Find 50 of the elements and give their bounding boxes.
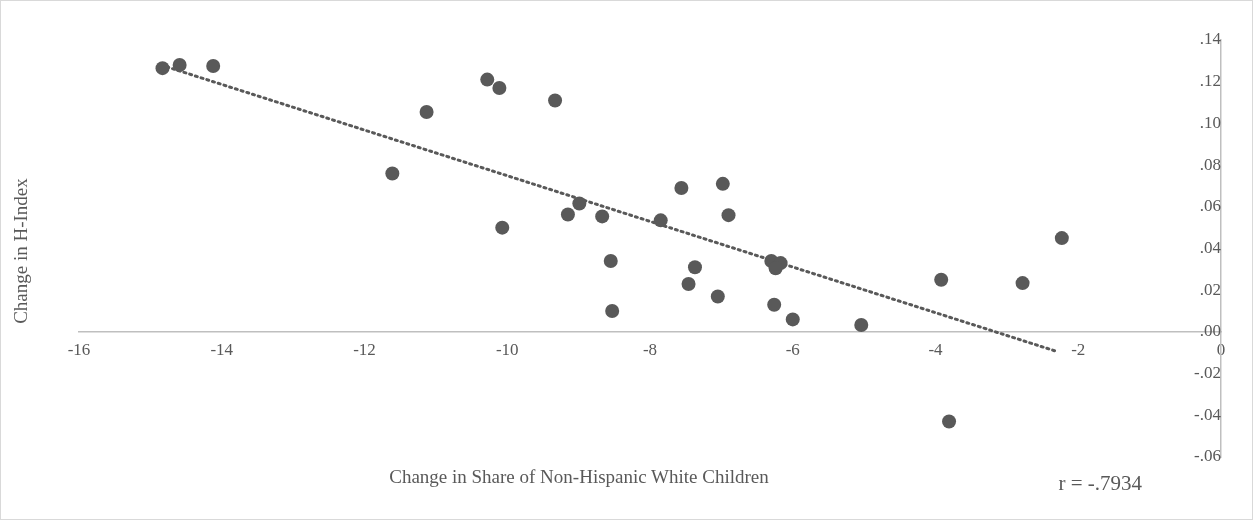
- point: [1015, 276, 1030, 291]
- y-tick-label: .10: [1199, 112, 1221, 132]
- x-tick-label: -2: [1071, 339, 1086, 359]
- y-tick-label: .04: [1199, 237, 1222, 257]
- x-tick-label: -12: [353, 339, 376, 359]
- point: [206, 59, 221, 74]
- point: [155, 61, 170, 76]
- point: [492, 80, 507, 95]
- point: [385, 166, 400, 181]
- point: [572, 196, 587, 211]
- point: [603, 254, 618, 269]
- point: [710, 289, 725, 304]
- point: [942, 414, 957, 429]
- x-tick-label: -14: [210, 339, 234, 359]
- y-tick-label: .12: [1199, 71, 1221, 91]
- y-axis-title: Change in H-Index: [10, 178, 32, 324]
- y-tick-label: .02: [1199, 279, 1221, 299]
- point: [674, 181, 689, 196]
- point: [934, 272, 949, 287]
- y-tick-label: -.06: [1194, 446, 1221, 466]
- point: [721, 208, 736, 223]
- y-tick-label: -.04: [1194, 404, 1222, 424]
- point: [653, 213, 668, 228]
- x-tick-label: -10: [495, 339, 519, 359]
- point: [715, 176, 730, 191]
- point: [495, 220, 510, 235]
- y-tick-label: .00: [1199, 321, 1221, 341]
- point: [785, 312, 800, 327]
- point: [1054, 231, 1069, 246]
- x-axis-title: Change in Share of Non-Hispanic White Children: [389, 466, 769, 488]
- x-tick-label: -8: [642, 339, 658, 359]
- point: [419, 104, 434, 119]
- point: [605, 304, 620, 319]
- x-tick-label: -6: [785, 339, 800, 359]
- x-tick-label: -4: [928, 339, 944, 359]
- point: [681, 276, 696, 291]
- point: [480, 72, 495, 87]
- point: [687, 260, 702, 275]
- y-tick-label: .08: [1199, 154, 1221, 174]
- point: [595, 209, 610, 224]
- y-tick-label: .06: [1199, 196, 1221, 216]
- x-tick-label: -16: [67, 339, 91, 359]
- text: r = -.7934: [1058, 470, 1142, 496]
- point: [854, 318, 869, 333]
- point: [172, 58, 187, 73]
- y-tick-label: -.02: [1194, 363, 1221, 383]
- y-tick-label: .14: [1199, 29, 1222, 49]
- point: [560, 207, 575, 222]
- point: [767, 297, 782, 312]
- point: [548, 93, 563, 108]
